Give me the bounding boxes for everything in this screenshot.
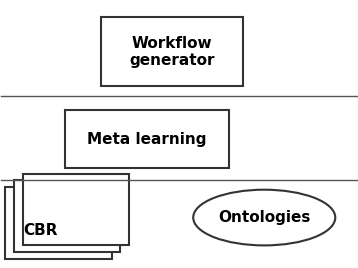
- Text: Ontologies: Ontologies: [218, 210, 310, 225]
- FancyBboxPatch shape: [101, 17, 243, 86]
- Ellipse shape: [193, 190, 335, 245]
- Text: CBR: CBR: [23, 223, 58, 238]
- FancyBboxPatch shape: [14, 180, 120, 252]
- FancyBboxPatch shape: [65, 110, 229, 169]
- Text: Workflow
generator: Workflow generator: [129, 36, 215, 68]
- FancyBboxPatch shape: [5, 187, 111, 259]
- Text: Meta learning: Meta learning: [87, 132, 207, 147]
- FancyBboxPatch shape: [23, 174, 129, 245]
